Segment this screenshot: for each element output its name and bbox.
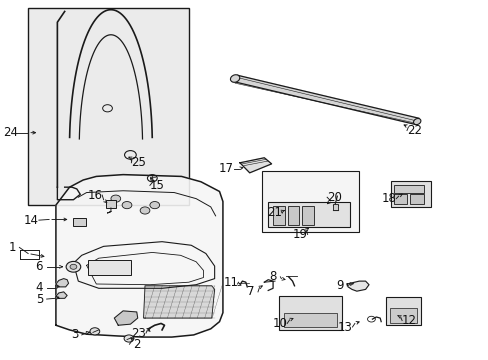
Bar: [283, 313, 337, 327]
Text: 19: 19: [292, 228, 307, 241]
Bar: [267, 202, 349, 227]
Bar: [385, 297, 420, 325]
Text: 3: 3: [71, 328, 78, 341]
Bar: [73, 218, 85, 226]
Text: 4: 4: [36, 281, 43, 294]
Ellipse shape: [230, 75, 239, 82]
Text: 14: 14: [24, 214, 39, 227]
Text: 6: 6: [36, 260, 43, 273]
Text: 16: 16: [87, 189, 102, 202]
Circle shape: [122, 202, 132, 209]
Polygon shape: [346, 281, 368, 291]
Polygon shape: [56, 292, 67, 298]
Text: 7: 7: [246, 285, 254, 298]
Bar: [28, 8, 188, 205]
Bar: [390, 181, 430, 207]
Text: 21: 21: [267, 207, 282, 220]
Bar: [389, 309, 416, 323]
Polygon shape: [114, 311, 138, 325]
Ellipse shape: [413, 118, 420, 125]
Polygon shape: [56, 279, 68, 287]
Circle shape: [111, 195, 121, 202]
Bar: [262, 171, 359, 232]
Bar: [393, 185, 423, 193]
Text: 8: 8: [269, 270, 276, 283]
Bar: [409, 194, 423, 204]
Text: 9: 9: [335, 279, 343, 292]
Bar: [333, 204, 338, 211]
Bar: [287, 206, 299, 225]
Polygon shape: [232, 75, 418, 125]
Polygon shape: [240, 158, 271, 173]
Text: 18: 18: [381, 192, 396, 205]
Bar: [278, 296, 342, 330]
Text: 2: 2: [133, 338, 140, 351]
Text: 1: 1: [8, 241, 16, 254]
Circle shape: [70, 264, 77, 269]
Circle shape: [140, 207, 150, 214]
Text: 15: 15: [149, 179, 164, 192]
Text: 5: 5: [36, 293, 43, 306]
Polygon shape: [143, 286, 214, 318]
Circle shape: [124, 335, 134, 342]
Bar: [106, 200, 116, 208]
Text: 24: 24: [2, 126, 18, 139]
Text: 25: 25: [131, 156, 146, 169]
Bar: [272, 206, 284, 225]
Text: 10: 10: [272, 317, 287, 330]
Text: 20: 20: [326, 191, 341, 204]
Circle shape: [90, 328, 100, 335]
Bar: [393, 194, 407, 204]
Text: 11: 11: [223, 276, 238, 289]
Circle shape: [66, 261, 81, 272]
Circle shape: [150, 202, 159, 209]
Text: 13: 13: [337, 320, 352, 333]
Bar: [302, 206, 313, 225]
Text: 22: 22: [406, 124, 421, 137]
Text: 17: 17: [219, 162, 233, 175]
Polygon shape: [56, 175, 223, 337]
Bar: [88, 260, 131, 275]
Text: 12: 12: [401, 314, 416, 327]
Text: 23: 23: [131, 327, 146, 339]
